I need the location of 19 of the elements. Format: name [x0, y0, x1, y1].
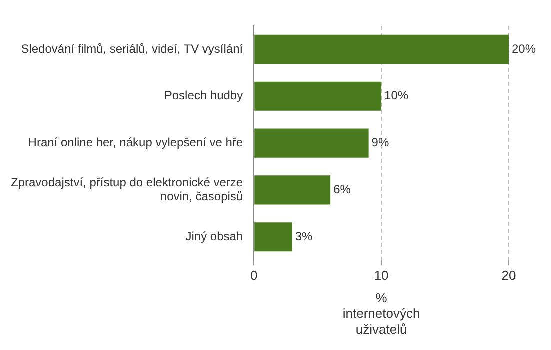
y-tick-label: Hraní online her, nákup vylepšení ve hře — [28, 136, 244, 150]
y-tick-label: Zpravodajství, přístup do elektronické verze novin, časopisů — [11, 175, 244, 204]
x-axis-title: % internetových uživatelů — [342, 290, 420, 337]
y-tick-label: Poslech hudby — [164, 88, 244, 103]
data-label: 20% — [512, 42, 536, 56]
bar — [254, 222, 292, 252]
data-label: 10% — [384, 88, 409, 103]
x-tick-label: 20 — [502, 268, 516, 283]
data-label: 9% — [372, 136, 390, 150]
bar — [254, 34, 509, 64]
bar — [254, 82, 382, 111]
data-label: 6% — [334, 182, 352, 197]
bar — [254, 128, 369, 158]
data-label: 3% — [295, 229, 314, 244]
x-tick-label: 0 — [250, 268, 258, 283]
x-tick-label: 10 — [374, 268, 389, 283]
y-tick-label: Sledování filmů, seriálů, videí, TV vysílání — [21, 42, 244, 56]
bar — [254, 176, 331, 205]
y-tick-label: Jiný obsah — [186, 229, 244, 244]
